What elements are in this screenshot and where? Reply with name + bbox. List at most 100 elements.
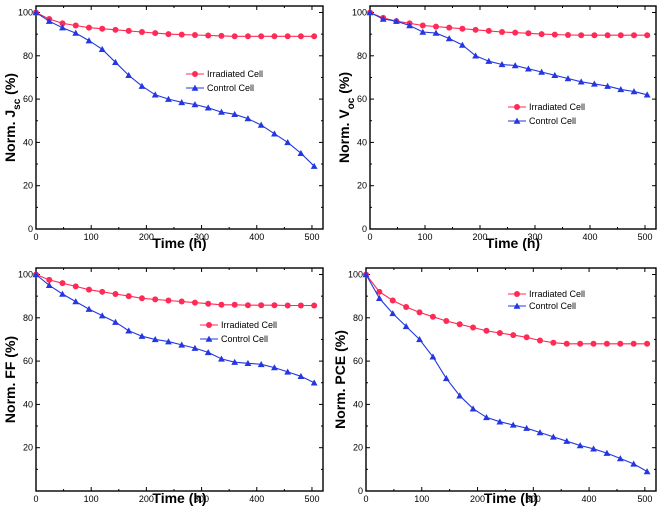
series-line [35,273,315,307]
y-axis-title: Norm. FF (%) [2,336,18,423]
data-point [644,32,651,39]
legend-label: Control Cell [221,334,268,344]
data-point [258,33,265,40]
y-tick-label: 60 [23,356,33,366]
data-point [231,110,239,117]
data-point [499,28,505,35]
legend-marker [513,117,521,124]
data-point [258,302,265,309]
y-axis-title-main: Norm. FF [2,361,18,423]
data-point [32,271,40,278]
y-axis-title: Norm. Voc (%) [336,72,357,163]
data-point [310,162,318,169]
data-point [446,24,453,31]
data-point [590,340,597,347]
data-point [244,33,251,40]
data-point [617,85,625,93]
y-tick-label: 20 [357,181,367,191]
data-point [485,57,493,64]
data-point [151,91,159,98]
x-tick-label: 0 [33,494,38,504]
data-point [551,71,559,79]
data-point [429,353,437,360]
y-tick-label: 40 [357,137,367,147]
series-irradiated [33,271,318,309]
data-point [45,17,53,24]
legend-marker [206,322,212,328]
data-point [218,355,225,362]
x-axis-title: Time (h) [152,490,206,506]
y-tick-label: 40 [23,399,33,409]
data-point [456,392,464,399]
data-point [297,149,305,156]
data-point [604,82,611,89]
data-point [284,302,291,309]
x-tick-label: 400 [582,494,597,504]
data-point [564,75,572,82]
y-tick-label: 100 [18,7,33,17]
data-point [433,23,439,30]
data-point [59,280,66,287]
data-point [284,368,292,375]
data-point [498,61,506,68]
data-point [472,52,479,59]
legend-label: Irradiated Cell [221,320,277,330]
data-point [178,298,185,305]
legend-label: Control Cell [529,116,576,126]
data-point [99,25,106,32]
data-point [271,33,278,40]
x-tick-label: 300 [194,494,209,504]
legend: Irradiated Cell Control Cell [200,320,277,344]
x-tick-label: 500 [637,232,652,242]
legend: Irradiated Cell Control Cell [186,69,263,93]
x-tick-label: 200 [472,232,487,242]
data-point [138,332,146,339]
y-tick-label: 60 [353,356,363,366]
data-point [603,340,610,347]
data-point [218,32,225,39]
data-point [191,344,199,351]
data-point [551,31,558,38]
data-point [630,460,638,467]
data-point [496,329,503,336]
y-tick-label: 40 [353,399,363,409]
data-point [205,32,212,39]
data-point [603,449,611,456]
y-tick-label: 80 [353,313,363,323]
data-point [432,29,440,36]
data-point [563,437,571,444]
data-point [510,332,517,339]
data-point [271,130,278,137]
data-point [284,138,292,146]
data-point [485,27,492,34]
data-point [403,303,410,310]
series-irradiated [363,271,651,347]
data-point [616,455,624,462]
data-point [376,288,383,295]
data-point [389,310,397,317]
panel-pce: 0 100 200 300 400 500 0 20 40 60 80 100 Time (h) Norm… [332,267,657,506]
data-point [218,108,225,115]
y-axis-title-main: Norm. V [336,109,352,163]
x-tick-label: 0 [33,232,38,242]
x-axis-title: Time (h) [486,235,540,251]
series-line [369,11,648,36]
data-point [85,24,92,31]
data-point [138,295,145,302]
x-tick-label: 200 [139,494,154,504]
data-point [257,360,265,368]
x-tick-label: 200 [139,232,154,242]
y-tick-label: 100 [352,7,367,17]
y-tick-label: 0 [28,224,33,234]
data-point [191,32,198,39]
y-axis-title-unit: (%) [2,73,18,99]
data-point [125,293,132,300]
data-point [112,58,119,66]
data-point [204,349,212,356]
data-point [178,98,186,106]
y-tick-label: 80 [357,51,367,61]
legend-label: Irradiated Cell [529,102,585,112]
x-tick-label: 100 [414,494,429,504]
data-point [538,68,545,75]
data-point [72,22,79,29]
